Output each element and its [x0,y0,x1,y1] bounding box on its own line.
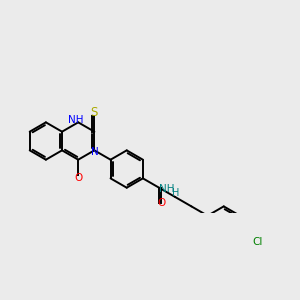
Text: NH: NH [68,115,83,125]
Text: Cl: Cl [252,237,262,247]
Text: S: S [91,106,98,119]
Text: N: N [91,147,98,157]
Text: NH: NH [159,184,175,194]
Text: O: O [74,172,82,182]
Text: H: H [172,188,179,198]
Text: O: O [158,198,166,208]
